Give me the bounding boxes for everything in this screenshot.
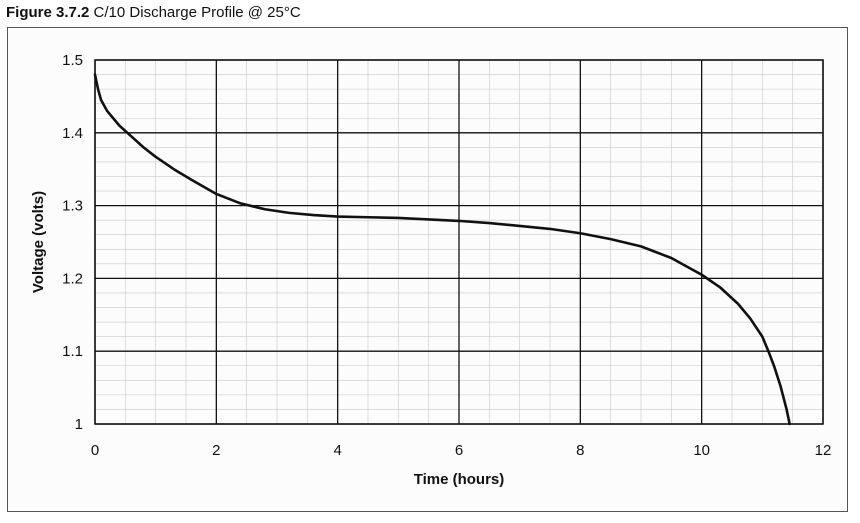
figure-title: Figure 3.7.2 C/10 Discharge Profile @ 25… [6,4,301,21]
x-tick-label: 4 [333,442,341,459]
x-tick-label: 10 [693,442,710,459]
figure-caption: C/10 Discharge Profile @ 25°C [93,4,301,21]
x-tick-label: 6 [455,442,463,459]
chart-frame [7,27,848,512]
y-tick-label: 1.3 [62,198,83,215]
plot-area-border [94,59,824,425]
y-tick-label: 1.5 [62,52,83,69]
x-tick-labels: 0 2 4 6 8 10 12 [91,442,832,459]
y-tick-labels: 1 1.1 1.2 1.3 1.4 1.5 [62,52,83,433]
y-tick-label: 1.2 [62,270,83,287]
x-tick-label: 2 [212,442,220,459]
x-tick-label: 0 [91,442,99,459]
figure-label: Figure 3.7.2 [6,4,90,21]
major-grid [94,59,824,425]
x-axis-label: Time (hours) [414,471,505,488]
y-tick-label: 1.1 [62,343,83,360]
y-tick-label: 1 [75,416,83,433]
x-tick-label: 8 [576,442,584,459]
series-line-voltage [93,73,791,426]
y-tick-label: 1.4 [62,125,83,142]
x-tick-label: 12 [815,442,832,459]
y-axis-label: Voltage (volts) [30,191,47,293]
